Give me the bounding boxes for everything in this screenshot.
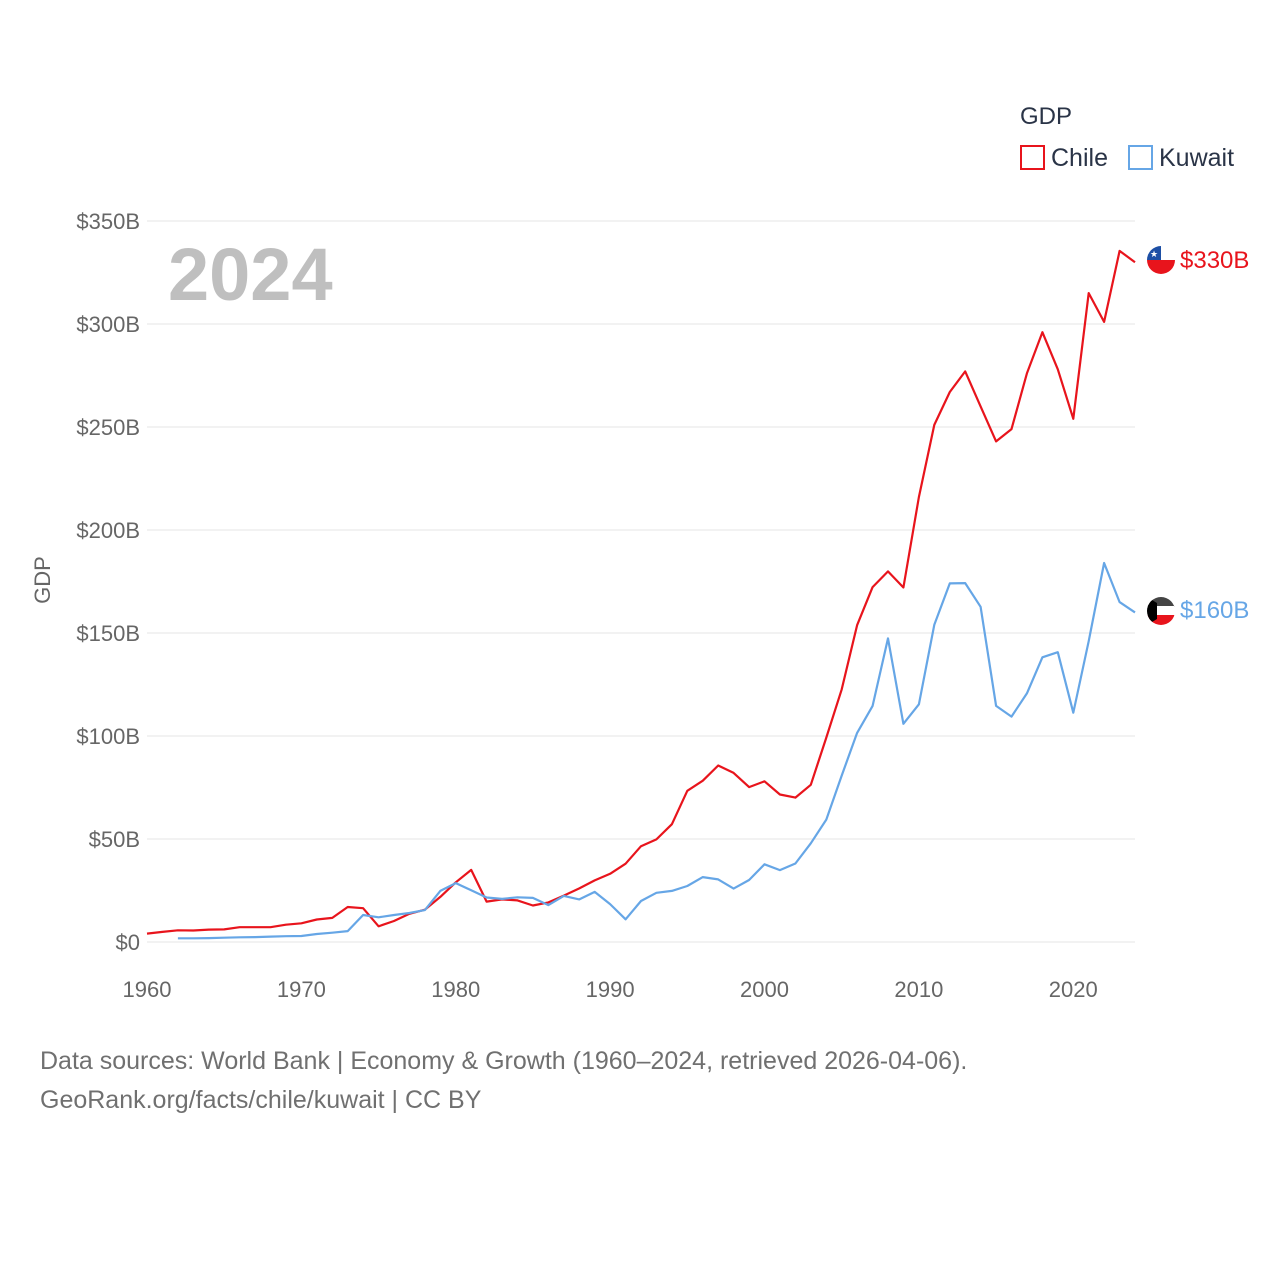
x-tick-label: 1990 (586, 977, 635, 1002)
legend-swatch-kuwait[interactable] (1128, 145, 1153, 170)
x-tick-label: 2010 (894, 977, 943, 1002)
y-tick-label: $300B (76, 312, 140, 337)
series-lines (146, 249, 1136, 940)
data-sources-text: Data sources: World Bank | Economy & Gro… (40, 1047, 968, 1075)
x-tick-label: 1970 (277, 977, 326, 1002)
x-tick-label: 2000 (740, 977, 789, 1002)
svg-text:★: ★ (1150, 250, 1158, 260)
legend: GDP Chile Kuwait (1020, 103, 1234, 172)
chart-footer: Data sources: World Bank | Economy & Gro… (40, 1042, 967, 1120)
end-label-kuwait: $160B (1180, 597, 1249, 624)
grid-lines (147, 220, 1135, 943)
credit-text[interactable]: GeoRank.org/facts/chile/kuwait | CC BY (40, 1086, 482, 1114)
year-watermark: 2024 (168, 233, 333, 316)
x-tick-label: 2020 (1049, 977, 1098, 1002)
y-tick-label: $150B (76, 621, 140, 646)
kuwait-flag-icon (1147, 597, 1175, 625)
y-axis-label: GDP (30, 556, 55, 604)
legend-label-kuwait[interactable]: Kuwait (1159, 144, 1234, 172)
x-tick-label: 1960 (123, 977, 172, 1002)
gdp-line-chart: $0 $50B $100B $150B $200B $250B $300B $350B 196… (30, 103, 1249, 1002)
y-tick-label: $100B (76, 724, 140, 749)
y-tick-label: $50B (89, 827, 140, 852)
y-tick-label: $350B (76, 209, 140, 234)
end-label-chile: $330B (1180, 247, 1249, 274)
y-axis-ticks: $0 $50B $100B $150B $200B $250B $300B $350B (76, 209, 140, 955)
series-line-kuwait[interactable] (177, 561, 1136, 940)
series-line-chile[interactable] (146, 249, 1136, 935)
legend-swatch-chile[interactable] (1020, 145, 1045, 170)
legend-title: GDP (1020, 103, 1072, 130)
legend-label-chile[interactable]: Chile (1051, 144, 1108, 172)
y-tick-label: $200B (76, 518, 140, 543)
y-tick-label: $250B (76, 415, 140, 440)
chile-flag-icon: ★ (1147, 246, 1175, 274)
y-tick-label: $0 (116, 930, 140, 955)
x-axis-ticks: 1960 1970 1980 1990 2000 2010 2020 (123, 977, 1098, 1002)
x-tick-label: 1980 (431, 977, 480, 1002)
